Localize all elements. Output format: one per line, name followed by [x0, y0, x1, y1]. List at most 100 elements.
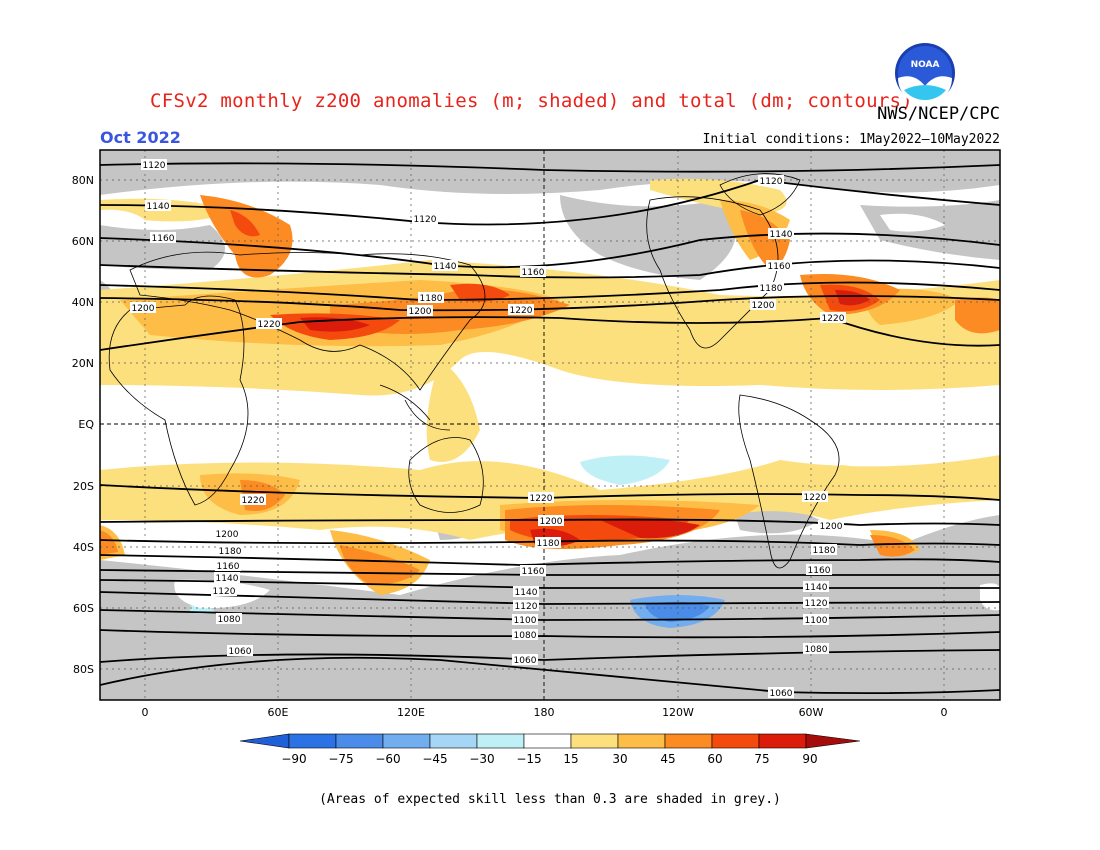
contour-label-1060-b: 1060 — [512, 654, 538, 666]
svg-text:60E: 60E — [268, 706, 289, 719]
svg-text:1220: 1220 — [804, 493, 827, 503]
colorbar-pos60 — [711, 733, 760, 749]
contour-label-1200-c: 1200 — [750, 299, 776, 311]
svg-text:1080: 1080 — [218, 615, 241, 625]
svg-text:1100: 1100 — [514, 616, 537, 626]
svg-text:1140: 1140 — [147, 202, 170, 212]
contour-label-1060-a: 1060 — [227, 645, 253, 657]
colorbar-labels: −90 −75 −60 −45 −30 −15 15 30 45 60 75 9… — [281, 752, 817, 766]
contour-label-1140-a: 1140 — [145, 200, 171, 212]
contour-label-1160-b: 1160 — [520, 266, 546, 278]
svg-text:1140: 1140 — [770, 230, 793, 240]
svg-text:1180: 1180 — [537, 539, 560, 549]
svg-text:1180: 1180 — [813, 546, 836, 556]
svg-text:1100: 1100 — [805, 616, 828, 626]
colorbar-neg30 — [429, 733, 478, 749]
svg-text:1160: 1160 — [522, 567, 545, 577]
svg-text:1200: 1200 — [132, 304, 155, 314]
contour-label-1060-c: 1060 — [768, 687, 794, 699]
svg-text:60: 60 — [707, 752, 722, 766]
svg-text:180: 180 — [534, 706, 555, 719]
contour-label-1180-c: 1180 — [217, 545, 243, 557]
contour-label-1200-f: 1200 — [818, 520, 844, 532]
contour-label-1160-d: 1160 — [215, 560, 241, 572]
contour-label-1220-f: 1220 — [802, 491, 828, 503]
colorbar-pos30 — [617, 733, 666, 749]
contour-label-1200-a: 1200 — [130, 302, 156, 314]
contour-label-1120-f: 1120 — [803, 597, 829, 609]
contour-label-1220-b: 1220 — [508, 304, 534, 316]
svg-text:1080: 1080 — [805, 645, 828, 655]
svg-text:1060: 1060 — [229, 647, 252, 657]
svg-text:20S: 20S — [73, 480, 94, 493]
contour-label-1080-c: 1080 — [803, 643, 829, 655]
contour-label-1200-e: 1200 — [538, 515, 564, 527]
contour-label-1100-a: 1100 — [512, 614, 538, 626]
contour-label-1180-d: 1180 — [535, 537, 561, 549]
skill-note: (Areas of expected skill less than 0.3 a… — [319, 792, 781, 807]
svg-text:40N: 40N — [72, 296, 94, 309]
logo-text: NOAA — [911, 60, 940, 70]
equator-dateline — [100, 150, 1000, 700]
svg-text:1200: 1200 — [216, 530, 239, 540]
svg-text:1160: 1160 — [152, 234, 175, 244]
contour-label-1160-c: 1160 — [766, 260, 792, 272]
svg-text:1120: 1120 — [213, 587, 236, 597]
svg-text:60S: 60S — [73, 602, 94, 615]
svg-text:80N: 80N — [72, 174, 94, 187]
colorbar-neg45 — [382, 733, 431, 749]
contour-label-1080-a: 1080 — [216, 613, 242, 625]
svg-text:1080: 1080 — [514, 631, 537, 641]
svg-text:60W: 60W — [799, 706, 824, 719]
contour-label-1180-e: 1180 — [811, 544, 837, 556]
svg-text:1180: 1180 — [219, 547, 242, 557]
svg-text:1200: 1200 — [820, 522, 843, 532]
svg-text:15: 15 — [563, 752, 578, 766]
contour-label-1200-b: 1200 — [407, 305, 433, 317]
svg-text:1180: 1180 — [420, 294, 443, 304]
svg-text:80S: 80S — [73, 663, 94, 676]
contour-label-1120-a: 1120 — [141, 159, 167, 171]
contour-label-1120-d: 1120 — [211, 585, 237, 597]
svg-text:−90: −90 — [281, 752, 306, 766]
colorbar-neg75 — [288, 733, 337, 749]
svg-text:40S: 40S — [73, 541, 94, 554]
svg-text:1180: 1180 — [760, 284, 783, 294]
svg-text:−75: −75 — [328, 752, 353, 766]
colorbar-neg15 — [476, 733, 525, 749]
figure-title: CFSv2 monthly z200 anomalies (m; shaded)… — [150, 90, 914, 112]
contour-label-1140-b: 1140 — [432, 260, 458, 272]
svg-text:1140: 1140 — [434, 262, 457, 272]
contour-label-1120-c: 1120 — [758, 175, 784, 187]
svg-text:60N: 60N — [72, 235, 94, 248]
svg-text:1160: 1160 — [768, 262, 791, 272]
svg-text:1220: 1220 — [510, 306, 533, 316]
contour-label-1140-c: 1140 — [768, 228, 794, 240]
svg-text:120E: 120E — [397, 706, 425, 719]
noaa-logo-icon: NOAA — [895, 43, 955, 104]
contour-label-1220-e: 1220 — [528, 492, 554, 504]
svg-text:1200: 1200 — [409, 307, 432, 317]
svg-text:120W: 120W — [662, 706, 694, 719]
svg-text:1120: 1120 — [414, 215, 437, 225]
colorbar-neg90-cap — [239, 733, 290, 749]
contour-label-1080-b: 1080 — [512, 629, 538, 641]
svg-text:EQ: EQ — [78, 418, 94, 431]
svg-text:0: 0 — [941, 706, 948, 719]
contour-label-1220-a: 1220 — [256, 318, 282, 330]
contour-label-1100-b: 1100 — [803, 614, 829, 626]
svg-text:−45: −45 — [422, 752, 447, 766]
colorbar-pos90-cap — [805, 733, 861, 749]
svg-text:75: 75 — [754, 752, 769, 766]
svg-text:1120: 1120 — [805, 599, 828, 609]
colorbar-pos45 — [664, 733, 713, 749]
contour-label-1220-d: 1220 — [240, 494, 266, 506]
contour-labels: 1120 1140 1160 1200 1220 1120 1140 1160 … — [130, 159, 846, 699]
colorbar-pos75 — [758, 733, 807, 749]
contour-label-1140-e: 1140 — [513, 586, 539, 598]
svg-text:45: 45 — [660, 752, 675, 766]
svg-text:1200: 1200 — [540, 517, 563, 527]
longitude-labels: 0 60E 120E 180 120W 60W 0 — [142, 706, 948, 719]
svg-text:−60: −60 — [375, 752, 400, 766]
initial-conditions: Initial conditions: 1May2022–10May2022 — [702, 132, 1000, 147]
